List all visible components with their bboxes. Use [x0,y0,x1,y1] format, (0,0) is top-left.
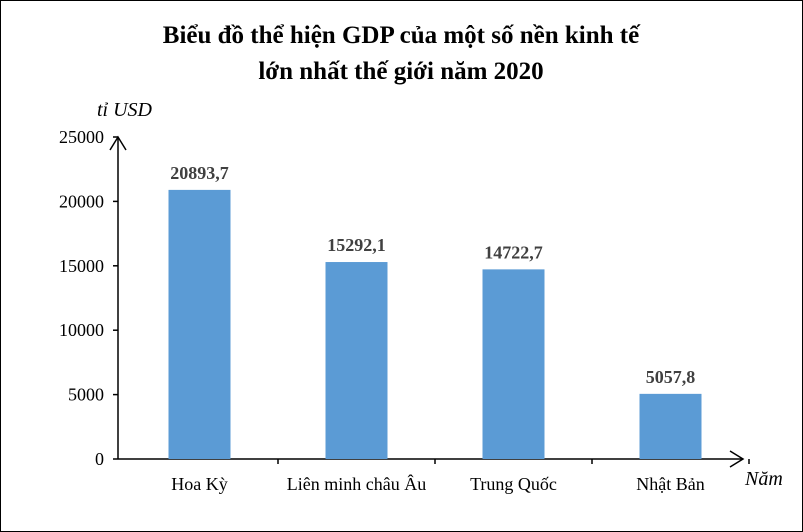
bar [168,189,231,459]
y-axis-unit-label: tỉ USD [97,99,153,121]
x-category-label: Trung Quốc [470,474,557,494]
y-tick-label: 20000 [59,191,104,211]
y-tick-label: 5000 [68,385,104,405]
y-tick-label: 15000 [59,256,104,276]
y-tick-label: 25000 [59,127,104,147]
x-category-label: Nhật Bản [636,474,704,494]
bar [325,262,388,459]
x-axis-arrow [729,450,745,468]
labels-group: 20893,7 Hoa Kỳ 15292,1 Liên minh châu Âu 147… [170,163,704,494]
bar [639,393,702,459]
y-axis: 0 5000 10000 15000 20000 25000 [59,127,127,469]
y-tick-label: 0 [95,449,104,469]
data-label: 14722,7 [484,242,543,262]
data-label: 15292,1 [327,235,386,255]
y-tick-label: 10000 [59,320,104,340]
data-label: 5057,8 [646,367,696,387]
data-label: 20893,7 [170,163,229,183]
chart-title-line-2: lớn nhất thế giới năm 2020 [258,58,543,85]
bar [482,269,545,459]
x-category-label: Hoa Kỳ [171,474,228,494]
x-category-label: Liên minh châu Âu [287,473,426,494]
bars-group [168,189,702,459]
x-axis-unit-label: Năm [744,468,783,490]
chart-title-line-1: Biểu đồ thể hiện GDP của một số nền kinh… [163,22,641,49]
